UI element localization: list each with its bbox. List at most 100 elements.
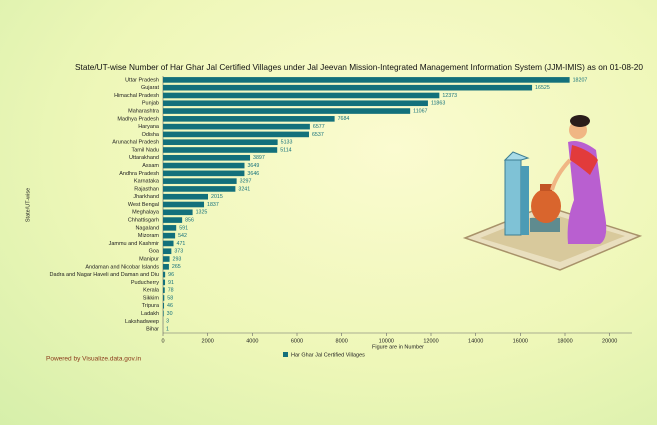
bar xyxy=(163,217,183,223)
value-label: 542 xyxy=(178,233,187,239)
y-tick-label: Rajasthan xyxy=(134,186,159,192)
value-label: 293 xyxy=(173,256,182,262)
bar xyxy=(163,123,310,130)
y-tick-label: Chhattisgarh xyxy=(128,218,159,224)
y-tick-label: Bihar xyxy=(146,327,159,333)
value-label: 91 xyxy=(168,280,174,286)
value-label: 856 xyxy=(185,217,194,223)
value-label: 5133 xyxy=(281,140,293,146)
value-label: 3 xyxy=(166,319,169,325)
bar xyxy=(163,310,164,317)
y-tick-label: Jammu and Kashmir xyxy=(109,241,160,247)
value-label: 58 xyxy=(167,295,173,301)
y-tick-label: Tripura xyxy=(142,303,160,309)
x-tick-label: 20000 xyxy=(602,338,617,344)
y-tick-label: Madhya Pradesh xyxy=(117,116,159,122)
y-tick-label: Gujarat xyxy=(141,85,160,91)
bar xyxy=(163,77,570,83)
value-label: 3649 xyxy=(247,163,259,169)
bar xyxy=(163,248,172,255)
bar xyxy=(163,147,278,153)
bar xyxy=(163,178,237,184)
value-label: 1325 xyxy=(196,210,208,216)
value-label: 30 xyxy=(167,311,173,317)
x-tick-label: 12000 xyxy=(423,338,438,344)
y-tick-label: Manipur xyxy=(139,256,159,262)
value-label: 5114 xyxy=(280,147,291,153)
y-tick-label: Odisha xyxy=(142,132,160,138)
legend-swatch xyxy=(283,352,288,357)
x-tick-label: 2000 xyxy=(202,338,214,344)
y-tick-label: Maharashtra xyxy=(128,108,160,114)
bar xyxy=(163,287,165,293)
value-label: 3241 xyxy=(238,186,250,192)
value-label: 7684 xyxy=(338,116,350,122)
value-label: 3297 xyxy=(240,179,252,185)
y-tick-label: Goa xyxy=(149,249,160,255)
y-tick-label: Uttar Pradesh xyxy=(125,77,159,83)
value-label: 2015 xyxy=(211,194,223,200)
bar xyxy=(163,186,236,192)
bar xyxy=(163,100,428,107)
y-tick-label: Andaman and Nicobar Islands xyxy=(85,264,159,270)
value-label: 78 xyxy=(168,288,174,294)
y-tick-label: Haryana xyxy=(138,124,160,130)
y-tick-label: Punjab xyxy=(142,101,159,107)
value-label: 373 xyxy=(174,249,183,255)
y-tick-label: Jharkhand xyxy=(133,194,159,200)
y-tick-label: Himachal Pradesh xyxy=(114,93,159,99)
bar xyxy=(163,225,177,231)
x-axis-label: Figure are in Number xyxy=(372,344,424,350)
bar xyxy=(163,240,174,247)
bar xyxy=(163,139,278,146)
bar xyxy=(163,263,169,270)
y-tick-label: Andhra Pradesh xyxy=(119,171,159,177)
bar xyxy=(163,108,411,114)
value-label: 11863 xyxy=(431,101,445,107)
value-label: 591 xyxy=(179,225,188,231)
value-label: 6537 xyxy=(312,132,324,138)
chart-title: State/UT-wise Number of Har Ghar Jal Cer… xyxy=(75,62,643,72)
value-label: 96 xyxy=(168,272,174,278)
bar xyxy=(163,92,440,99)
bar xyxy=(163,302,165,309)
y-tick-label: Assam xyxy=(142,163,159,169)
y-tick-label: Puducherry xyxy=(131,280,159,286)
x-tick-label: 18000 xyxy=(557,338,572,344)
y-tick-label: Mizoram xyxy=(138,233,160,239)
bar xyxy=(163,201,205,208)
value-label: 1837 xyxy=(207,202,219,208)
value-label: 11067 xyxy=(413,108,427,114)
bar xyxy=(163,209,193,216)
y-tick-label: Tamil Nadu xyxy=(131,147,159,153)
value-label: 471 xyxy=(177,241,186,247)
value-label: 46 xyxy=(167,303,173,309)
y-tick-label: Meghalaya xyxy=(132,210,160,216)
y-tick-label: Lakshadweep xyxy=(125,319,159,325)
y-tick-label: West Bengal xyxy=(128,202,159,208)
bar xyxy=(163,154,251,161)
bar xyxy=(163,116,335,122)
y-tick-label: Uttarakhand xyxy=(129,155,159,161)
x-tick-label: 8000 xyxy=(336,338,348,344)
bar xyxy=(163,84,533,91)
x-tick-label: 0 xyxy=(161,338,164,344)
value-label: 16525 xyxy=(535,85,550,91)
bar xyxy=(163,232,176,239)
x-tick-label: 6000 xyxy=(291,338,303,344)
footer: Powered by Visualize.data.gov.in xyxy=(46,356,142,363)
legend-label: Har Ghar Jal Certified Villages xyxy=(291,352,365,358)
y-tick-label: Kerala xyxy=(143,288,160,294)
bar xyxy=(163,295,165,301)
illustration xyxy=(462,115,643,271)
bar xyxy=(163,170,245,177)
value-label: 265 xyxy=(172,264,181,270)
y-axis-label: State/UT-wise xyxy=(25,188,31,222)
x-tick-label: 16000 xyxy=(513,338,528,344)
bar xyxy=(163,193,209,200)
y-tick-label: Karnataka xyxy=(134,179,160,185)
bar xyxy=(163,162,245,169)
bar xyxy=(163,131,309,138)
value-label: 3897 xyxy=(253,155,265,161)
